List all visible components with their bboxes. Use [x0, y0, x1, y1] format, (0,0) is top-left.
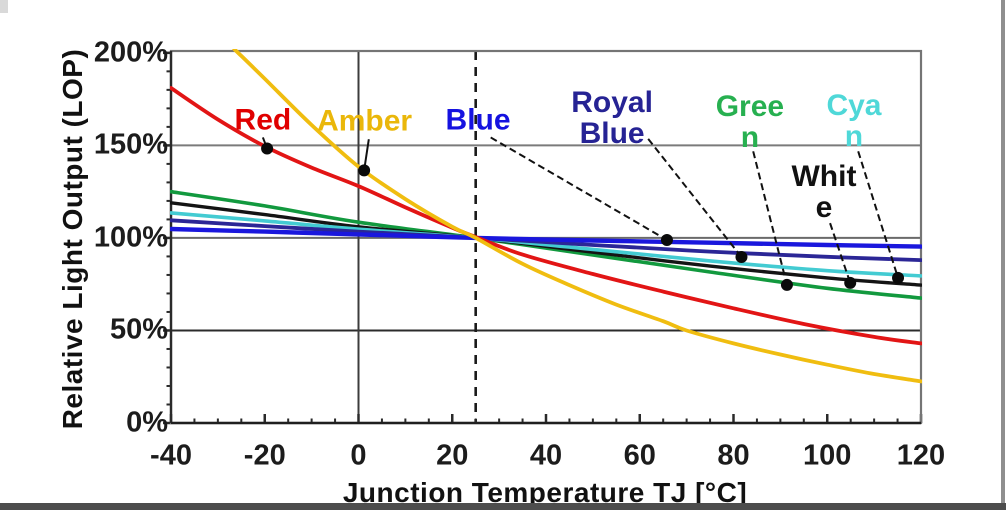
series-label-amber: Amber	[317, 104, 413, 138]
y-tick-label-200%: 200%	[93, 36, 168, 69]
image-border-right	[1001, 0, 1005, 503]
x-tick-label--40: -40	[150, 439, 192, 472]
x-tick-label-20: 20	[436, 439, 469, 472]
series-label-blue: Blue	[445, 103, 511, 137]
y-tick-label-0%: 0%	[126, 406, 168, 439]
x-axis-title: Junction Temperature TJ [°C]	[342, 477, 748, 508]
y-tick-label-50%: 50%	[109, 313, 168, 346]
scan-corner-mark	[0, 0, 8, 13]
annotation-dot-white	[844, 276, 857, 289]
annotation-dot-blue	[660, 233, 673, 246]
x-tick-label-80: 80	[717, 439, 750, 472]
series-label-white: Whit e	[791, 160, 857, 225]
leader-line-blue	[490, 136, 668, 241]
series-group	[170, 49, 922, 384]
leader-line-green	[752, 151, 788, 286]
series-line-blue	[170, 226, 922, 249]
x-tick-label-40: 40	[529, 439, 563, 472]
x-tick-label--20: -20	[243, 439, 286, 472]
leader-line-white	[829, 222, 852, 284]
x-tick-label-60: 60	[623, 439, 656, 472]
y-tick-label-150%: 150%	[93, 128, 168, 161]
y-axis-title: Relative Light Output (LOP)	[57, 48, 88, 430]
leader-line-royal-blue	[647, 138, 743, 258]
leader-line-cyan	[857, 151, 899, 279]
annotation-dot-amber	[358, 164, 371, 177]
series-label-red: Red	[234, 103, 292, 137]
series-line-amber	[232, 49, 922, 384]
annotation-dot-red	[261, 142, 274, 155]
x-tick-label-0: 0	[350, 439, 367, 472]
series-label-royal-blue: Royal Blue	[571, 85, 653, 150]
annotation-dot-royal-blue	[735, 250, 748, 263]
annotation-dot-green	[780, 278, 793, 291]
y-tick-label-100%: 100%	[93, 221, 168, 254]
series-line-royal-blue	[170, 218, 922, 262]
image-border-bottom	[0, 503, 1006, 510]
series-line-cyan	[170, 211, 922, 278]
series-label-green: Gree n	[715, 89, 785, 154]
x-tick-label-120: 120	[896, 439, 946, 472]
x-tick-label-100: 100	[803, 439, 852, 472]
series-label-cyan: Cya n	[826, 88, 882, 153]
annotation-dot-cyan	[892, 271, 905, 284]
